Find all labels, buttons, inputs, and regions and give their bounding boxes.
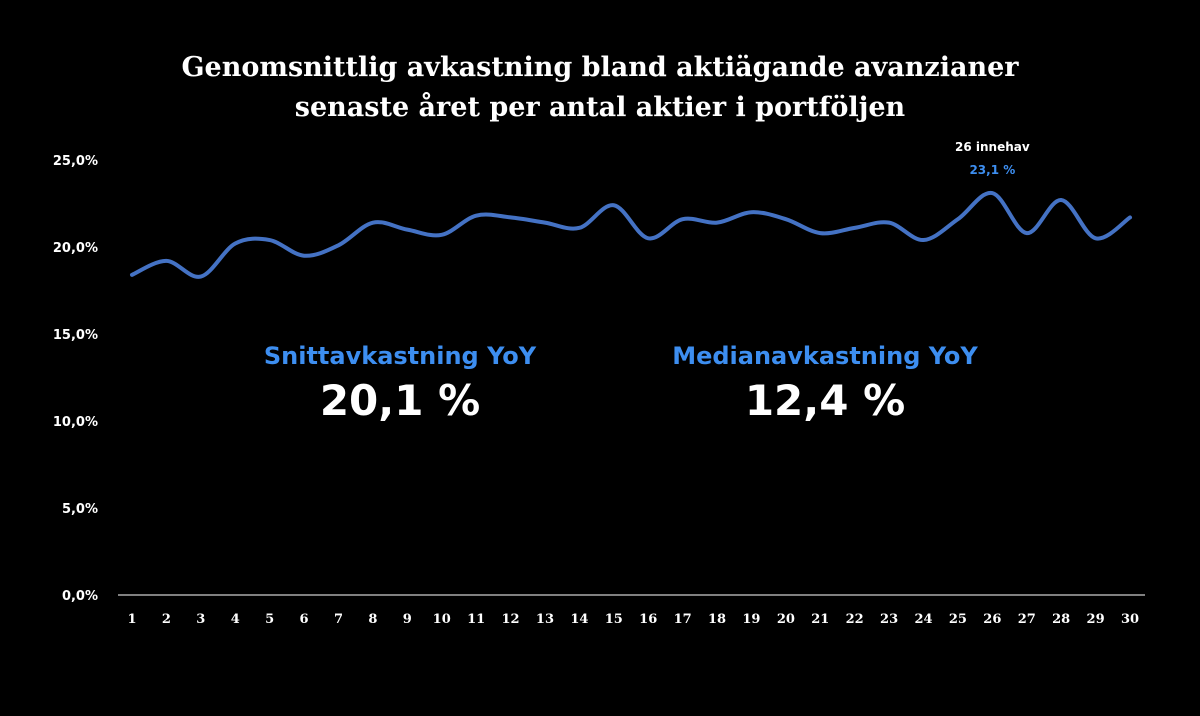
median-return-stat: Medianavkastning YoY 12,4 % xyxy=(640,342,1010,425)
x-tick-label: 21 xyxy=(811,612,829,627)
x-tick-label: 17 xyxy=(674,612,692,627)
x-tick-label: 19 xyxy=(742,612,760,627)
x-tick-label: 8 xyxy=(368,612,377,627)
x-tick-label: 29 xyxy=(1087,612,1105,627)
x-tick-label: 6 xyxy=(300,612,309,627)
mean-return-stat: Snittavkastning YoY 20,1 % xyxy=(230,342,570,425)
x-tick-label: 24 xyxy=(914,612,932,627)
x-tick-label: 7 xyxy=(334,612,343,627)
y-tick-label: 25,0% xyxy=(53,154,98,169)
x-tick-label: 3 xyxy=(196,612,205,627)
x-tick-label: 10 xyxy=(433,612,451,627)
y-tick-label: 0,0% xyxy=(62,589,98,604)
x-tick-label: 26 xyxy=(983,612,1001,627)
x-tick-label: 5 xyxy=(265,612,274,627)
y-tick-label: 5,0% xyxy=(62,502,98,517)
x-tick-label: 28 xyxy=(1052,612,1070,627)
annotation-value: 23,1 % xyxy=(969,163,1015,177)
mean-return-label: Snittavkastning YoY xyxy=(263,342,537,370)
x-tick-label: 27 xyxy=(1018,612,1036,627)
chart-title: Genomsnittlig avkastning bland aktiägand… xyxy=(0,48,1200,128)
x-tick-label: 12 xyxy=(502,612,520,627)
x-tick-label: 16 xyxy=(639,612,657,627)
title-line-2: senaste året per antal aktier i portfölj… xyxy=(294,92,906,123)
x-tick-label: 20 xyxy=(777,612,795,627)
series-line xyxy=(130,191,1132,279)
median-return-value: 12,4 % xyxy=(744,376,906,425)
median-return-label: Medianavkastning YoY xyxy=(672,342,978,370)
annotation-label: 26 innehav xyxy=(955,140,1030,154)
x-tick-label: 1 xyxy=(127,612,136,627)
mean-return-value: 20,1 % xyxy=(319,376,481,425)
x-tick-label: 23 xyxy=(880,612,898,627)
y-tick-label: 20,0% xyxy=(53,241,98,256)
y-tick-label: 15,0% xyxy=(53,328,98,343)
x-tick-label: 9 xyxy=(403,612,412,627)
x-tick-label: 11 xyxy=(467,612,485,627)
x-tick-label: 15 xyxy=(605,612,623,627)
y-tick-label: 10,0% xyxy=(53,415,98,430)
x-tick-label: 25 xyxy=(949,612,967,627)
x-tick-label: 22 xyxy=(846,612,864,627)
x-tick-label: 13 xyxy=(536,612,554,627)
x-tick-label: 4 xyxy=(231,612,240,627)
x-tick-label: 14 xyxy=(570,612,588,627)
x-tick-label: 2 xyxy=(162,612,171,627)
title-line-1: Genomsnittlig avkastning bland aktiägand… xyxy=(181,52,1019,83)
x-tick-label: 30 xyxy=(1121,612,1139,627)
x-tick-label: 18 xyxy=(708,612,726,627)
